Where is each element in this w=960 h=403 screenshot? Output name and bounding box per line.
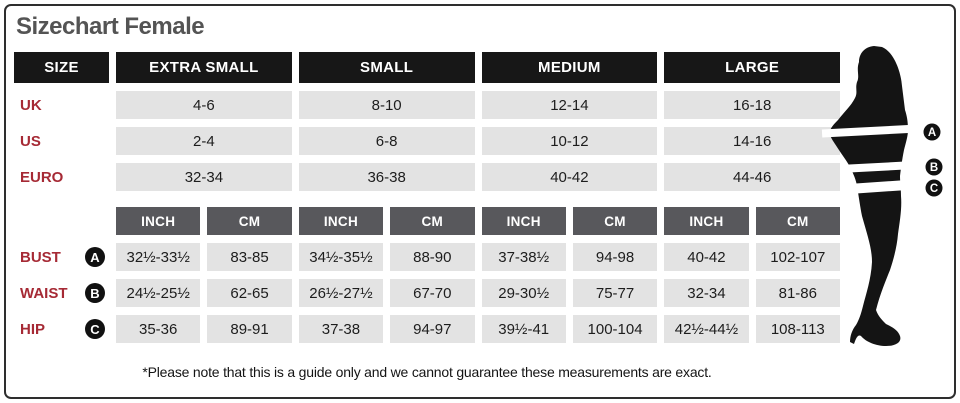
bust-s-inch: 34½-35½ [298, 243, 384, 271]
us-xs: 2-4 [116, 127, 292, 155]
uk-l: 16-18 [664, 91, 840, 119]
bust-l-cm: 102-107 [755, 243, 840, 271]
female-silhouette-icon: A B C [821, 46, 943, 346]
euro-m: 40-42 [481, 163, 658, 191]
us-s: 6-8 [298, 127, 475, 155]
bust-l-inch: 40-42 [664, 243, 749, 271]
euro-xs: 32-34 [116, 163, 292, 191]
waist-m-inch: 29-30½ [481, 279, 566, 307]
svg-text:A: A [928, 127, 936, 139]
marker-c-badge: C [85, 319, 105, 339]
waist-line-cut [841, 161, 913, 173]
svg-text:C: C [930, 183, 938, 195]
waist-xs-cm: 62-65 [207, 279, 292, 307]
hip-label: HIP [20, 320, 46, 338]
waist-l-cm: 81-86 [755, 279, 840, 307]
hip-s-inch: 37-38 [298, 315, 384, 343]
uk-xs: 4-6 [116, 91, 292, 119]
unit-inch-l: INCH [664, 207, 749, 235]
table-row-us: US 2-4 6-8 10-12 14-16 [14, 127, 840, 155]
header-size: SIZE [14, 52, 109, 83]
row-label-uk: UK [20, 96, 42, 114]
hip-xs-cm: 89-91 [207, 315, 292, 343]
bust-s-cm: 88-90 [390, 243, 475, 271]
marker-b-badge: B [85, 283, 105, 303]
hip-l-inch: 42½-44½ [664, 315, 749, 343]
waist-s-cm: 67-70 [390, 279, 475, 307]
row-label-us: US [20, 132, 41, 150]
figure-marker-a: A [923, 123, 941, 141]
svg-text:B: B [930, 162, 938, 174]
unit-cm-m: CM [572, 207, 658, 235]
header-small: SMALL [298, 52, 475, 83]
size-table: SIZE EXTRA SMALL SMALL MEDIUM LARGE UK 4… [14, 52, 840, 343]
hip-s-cm: 94-97 [390, 315, 475, 343]
figure-marker-b: B [925, 158, 943, 176]
table-row-hip: HIP C 35-36 89-91 37-38 94-97 39½-41 100… [14, 315, 840, 343]
waist-label: WAIST [20, 284, 68, 302]
hip-m-inch: 39½-41 [481, 315, 566, 343]
us-m: 10-12 [481, 127, 658, 155]
unit-inch-s: INCH [298, 207, 384, 235]
waist-m-cm: 75-77 [572, 279, 658, 307]
header-medium: MEDIUM [481, 52, 658, 83]
waist-s-inch: 26½-27½ [298, 279, 384, 307]
unit-inch-m: INCH [481, 207, 566, 235]
unit-header-spacer [14, 207, 109, 235]
uk-m: 12-14 [481, 91, 658, 119]
row-label-hip: HIP C [14, 315, 109, 343]
table-row-euro: EURO 32-34 36-38 40-42 44-46 [14, 163, 840, 191]
bust-m-inch: 37-38½ [481, 243, 566, 271]
bust-label: BUST [20, 248, 61, 266]
hip-m-cm: 100-104 [572, 315, 658, 343]
table-header-row: SIZE EXTRA SMALL SMALL MEDIUM LARGE [14, 52, 840, 83]
unit-header-row: INCH CM INCH CM INCH CM INCH CM [14, 207, 840, 235]
disclaimer-note: *Please note that this is a guide only a… [142, 364, 712, 380]
bust-line-cut [821, 124, 919, 138]
marker-a-badge: A [85, 247, 105, 267]
unit-cm-s: CM [390, 207, 475, 235]
hip-xs-inch: 35-36 [116, 315, 201, 343]
header-large: LARGE [664, 52, 840, 83]
table-row-waist: WAIST B 24½-25½ 62-65 26½-27½ 67-70 29-3… [14, 279, 840, 307]
row-label-euro: EURO [20, 168, 64, 186]
euro-s: 36-38 [298, 163, 475, 191]
hip-l-cm: 108-113 [755, 315, 840, 343]
waist-l-inch: 32-34 [664, 279, 749, 307]
header-extra-small: EXTRA SMALL [116, 52, 292, 83]
waist-xs-inch: 24½-25½ [116, 279, 201, 307]
bust-m-cm: 94-98 [572, 243, 658, 271]
unit-cm-l: CM [755, 207, 840, 235]
page-title: Sizechart Female [16, 13, 205, 40]
bust-xs-inch: 32½-33½ [116, 243, 201, 271]
us-l: 14-16 [664, 127, 840, 155]
row-label-bust: BUST A [14, 243, 109, 271]
row-label-waist: WAIST B [14, 279, 109, 307]
hip-line-cut [846, 179, 910, 195]
table-row-bust: BUST A 32½-33½ 83-85 34½-35½ 88-90 37-38… [14, 243, 840, 271]
bust-xs-cm: 83-85 [207, 243, 292, 271]
unit-cm-xs: CM [207, 207, 292, 235]
table-row-uk: UK 4-6 8-10 12-14 16-18 [14, 91, 840, 119]
female-silhouette-figure: A B C [814, 32, 954, 362]
figure-marker-c: C [925, 179, 943, 197]
uk-s: 8-10 [298, 91, 475, 119]
sizechart-card: Sizechart Female SIZE EXTRA SMALL SMALL … [4, 4, 956, 399]
euro-l: 44-46 [664, 163, 840, 191]
unit-inch-xs: INCH [116, 207, 201, 235]
